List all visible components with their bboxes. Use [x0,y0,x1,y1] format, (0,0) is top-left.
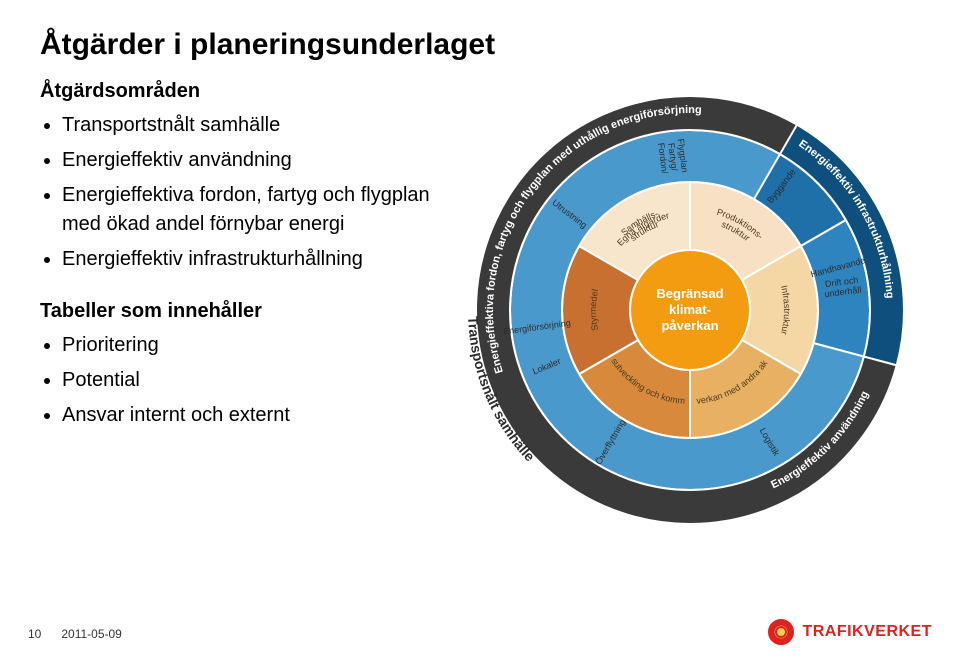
bullet-list-1: Prioritering Potential Ansvar internt oc… [40,331,436,430]
slide-title: Åtgärder i planeringsunderlaget [40,28,920,62]
bullet-list-0: Transportstnålt samhälle Energieffektiv … [40,111,436,274]
section-heading-1: Tabeller som innehåller [40,300,436,323]
list-item: Prioritering [62,331,436,360]
list-item: Ansvar internt och externt [62,401,436,430]
list-item: Energieffektiv infrastrukturhållning [62,245,436,274]
climate-diagram: Begränsadklimat-påverkanProduktions-stru… [460,80,920,540]
svg-text:påverkan: påverkan [661,318,718,333]
list-item: Energieffektiv användning [62,146,436,175]
trafikverket-logo: TRAFIKVERKET [768,619,932,645]
list-item: Transportstnålt samhälle [62,111,436,140]
svg-text:Begränsad: Begränsad [656,286,723,301]
footer-date: 2011-05-09 [61,627,122,641]
logo-icon [768,619,794,645]
logo-text: TRAFIKVERKET [802,623,932,641]
list-item: Energieffektiva fordon, fartyg och flygp… [62,181,436,239]
list-item: Potential [62,366,436,395]
svg-text:klimat-: klimat- [669,302,711,317]
left-column: Åtgärdsområden Transportstnålt samhälle … [40,80,436,540]
footer: 10 2011-05-09 [28,627,122,641]
section-heading-0: Åtgärdsområden [40,80,436,103]
page-number: 10 [28,627,41,641]
